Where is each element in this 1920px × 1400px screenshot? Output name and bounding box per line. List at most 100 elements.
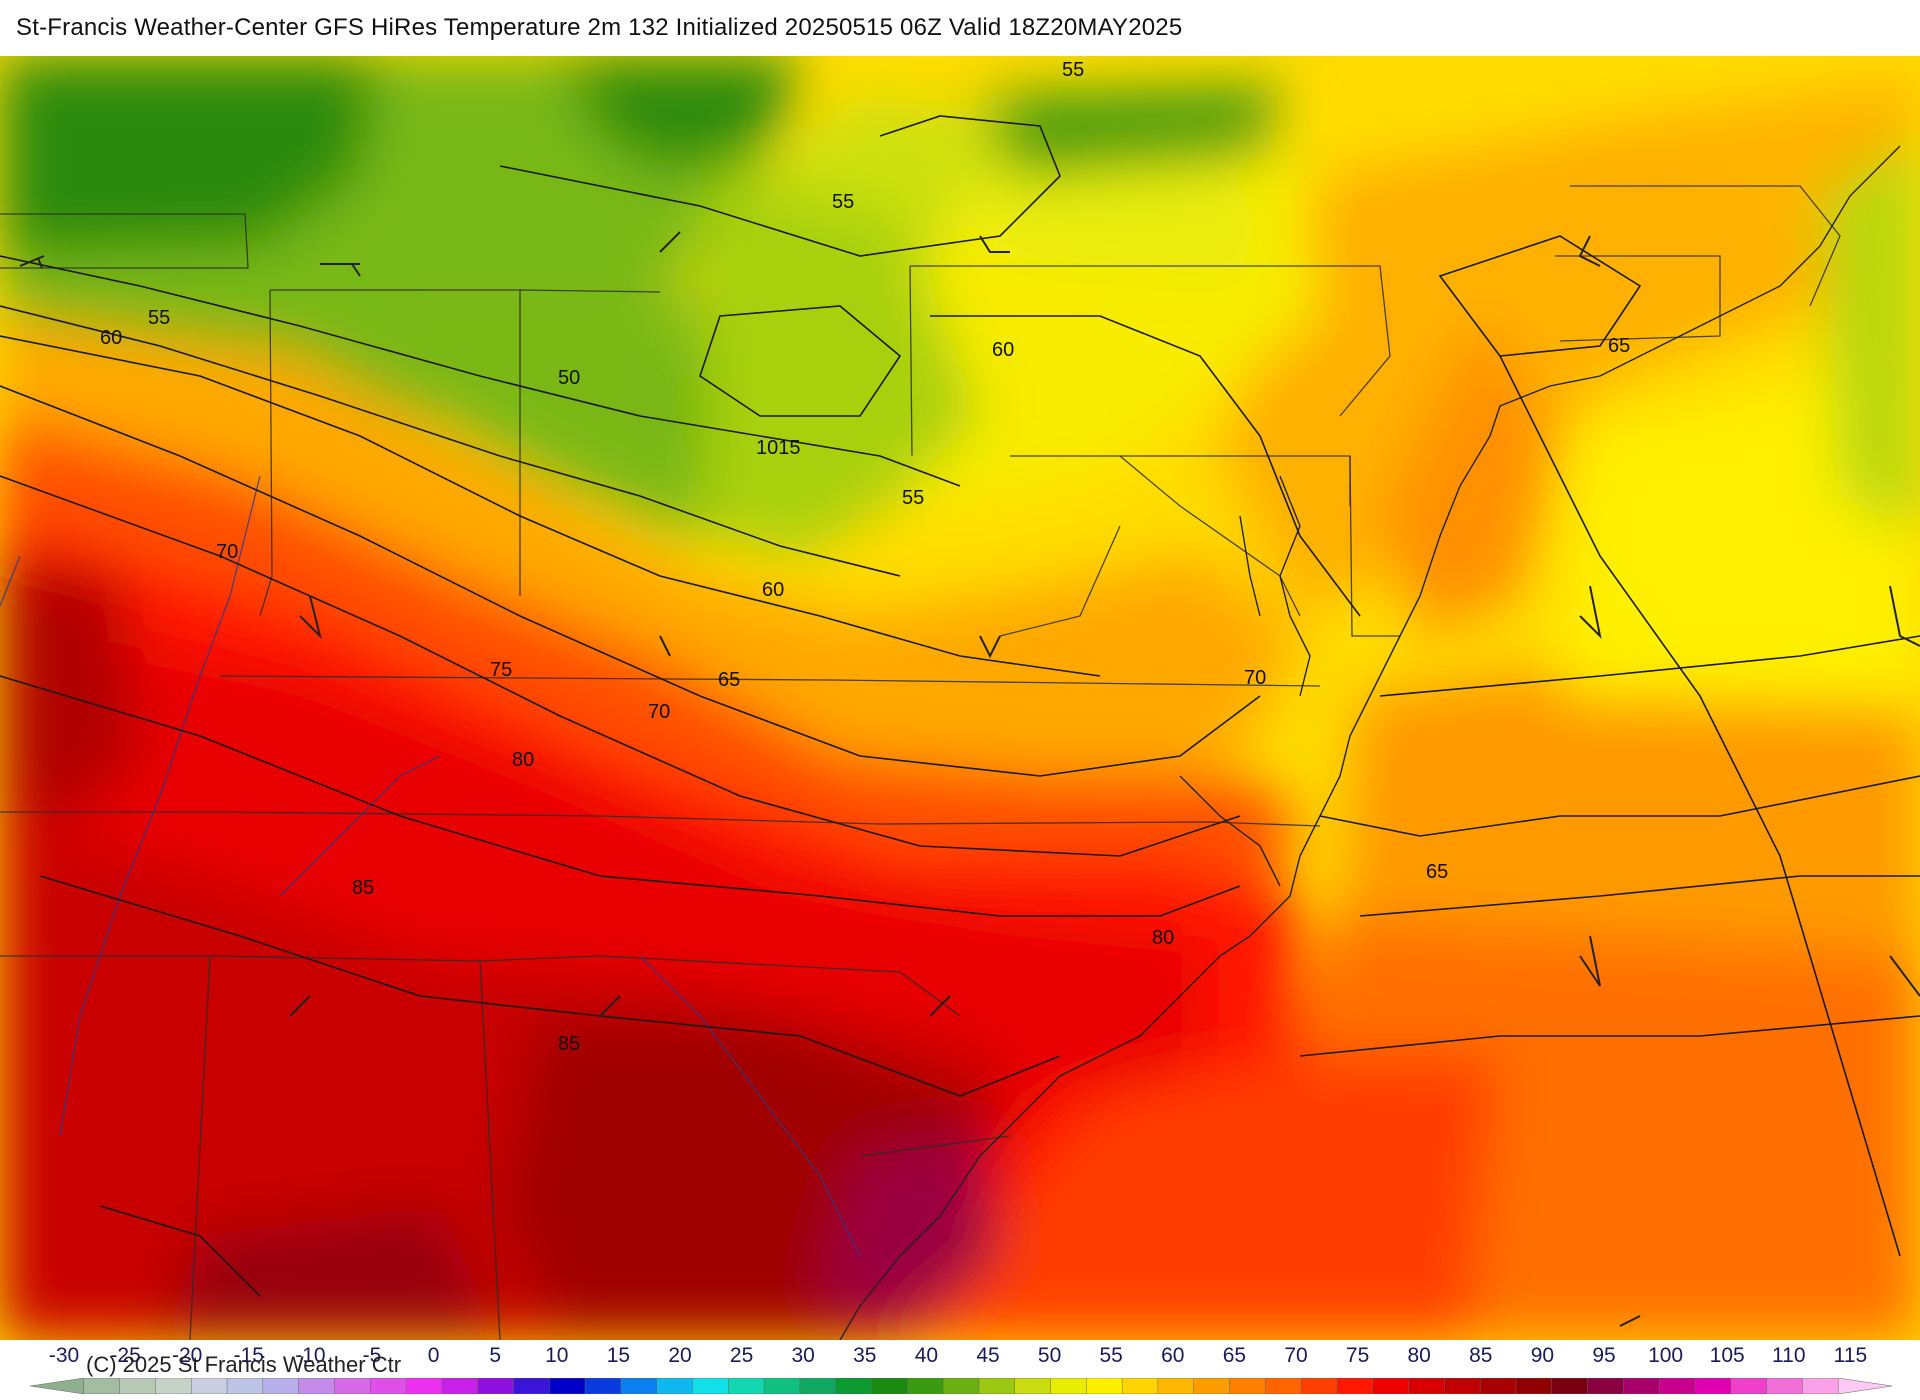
colorbar-tick-label: 110 — [1772, 1344, 1806, 1367]
colorbar: -30 -25 -20 -15 -10 -5 0 5 10 15 20 25 30 35 40 45 50 55 6… — [0, 1340, 1920, 1400]
colorbar-scale — [29, 1377, 1893, 1395]
contour-label: 50 — [558, 367, 580, 389]
colorbar-swatch — [1515, 1377, 1553, 1395]
colorbar-tick-label: 45 — [976, 1344, 1000, 1367]
colorbar-tick-label: 30 — [791, 1344, 815, 1367]
colorbar-swatch — [1730, 1377, 1768, 1395]
colorbar-swatch — [620, 1377, 658, 1395]
colorbar-swatch — [1265, 1377, 1302, 1395]
colorbar-swatch — [1766, 1377, 1804, 1395]
colorbar-swatch — [155, 1377, 192, 1395]
contour-label: 55 — [832, 191, 854, 213]
colorbar-tick-label: -30 — [48, 1344, 80, 1367]
colorbar-swatch — [1587, 1377, 1625, 1395]
colorbar-swatch — [441, 1377, 479, 1395]
contour-label: 1015 — [756, 437, 801, 459]
temperature-map: 55 55 55 55 60 60 60 50 1015 65 65 65 70… — [0, 56, 1920, 1340]
map-title: St-Francis Weather-Center GFS HiRes Temp… — [16, 14, 1183, 41]
colorbar-tick-label: 15 — [606, 1344, 631, 1367]
colorbar-tick-label: 75 — [1345, 1344, 1370, 1367]
wind-barbs — [19, 231, 1920, 1327]
colorbar-swatch — [405, 1377, 443, 1395]
colorbar-swatch — [799, 1377, 837, 1395]
colorbar-tick-label: 100 — [1648, 1344, 1684, 1367]
rivers — [0, 475, 861, 1257]
colorbar-swatch — [190, 1377, 228, 1395]
colorbar-tick-label: -10 — [295, 1344, 326, 1367]
colorbar-tick-label: 90 — [1530, 1344, 1555, 1367]
colorbar-tick-label: 55 — [1099, 1344, 1123, 1367]
contour-label: 55 — [902, 487, 924, 509]
colorbar-swatch — [584, 1377, 622, 1395]
colorbar-tick-label: -15 — [233, 1344, 264, 1367]
colorbar-tick-label: 35 — [853, 1344, 877, 1367]
contour-label: 75 — [490, 659, 512, 681]
header: St-Francis Weather-Center GFS HiRes Temp… — [0, 0, 1920, 57]
colorbar-tick-label: 50 — [1037, 1344, 1062, 1367]
contour-label: 60 — [100, 327, 122, 349]
colorbar-swatch — [1121, 1377, 1159, 1395]
colorbar-tick-label: 5 — [489, 1344, 502, 1367]
colorbar-swatch — [226, 1377, 264, 1395]
colorbar-tick-label: 25 — [729, 1344, 754, 1367]
colorbar-swatch — [1372, 1377, 1410, 1395]
colorbar-swatch — [1658, 1377, 1696, 1395]
colorbar-tick-label: 105 — [1709, 1344, 1745, 1367]
colorbar-tick-label: 70 — [1284, 1344, 1308, 1367]
contour-label: 85 — [352, 877, 374, 899]
colorbar-swatch — [83, 1377, 121, 1395]
colorbar-swatch — [1193, 1377, 1231, 1395]
colorbar-swatch — [1229, 1377, 1267, 1395]
colorbar-tick-label: 20 — [668, 1344, 692, 1367]
colorbar-swatch — [871, 1377, 909, 1395]
colorbar-swatch — [1157, 1377, 1195, 1395]
contour-label: 80 — [1152, 927, 1174, 949]
colorbar-swatch — [763, 1377, 801, 1395]
colorbar-swatch — [1444, 1377, 1481, 1395]
colorbar-swatch — [513, 1377, 551, 1395]
colorbar-swatch — [29, 1377, 85, 1395]
colorbar-swatch — [1837, 1377, 1893, 1395]
colorbar-swatch — [298, 1377, 336, 1395]
contour-label: 80 — [512, 749, 534, 771]
colorbar-swatch — [1300, 1377, 1338, 1395]
colorbar-tick-label: -25 — [110, 1344, 141, 1367]
colorbar-swatch — [549, 1377, 586, 1395]
colorbar-swatch — [262, 1377, 300, 1395]
colorbar-tick-label: 65 — [1222, 1344, 1247, 1367]
colorbar-swatch — [1086, 1377, 1123, 1395]
contour-labels: 55 55 55 55 60 60 60 50 1015 65 65 65 70… — [100, 59, 1630, 1055]
colorbar-tick-label: 60 — [1161, 1344, 1185, 1367]
colorbar-tick-label: 40 — [914, 1344, 939, 1367]
colorbar-swatch — [119, 1377, 157, 1395]
colorbar-tick-label: 0 — [427, 1344, 440, 1367]
colorbar-tick-label: 80 — [1407, 1344, 1431, 1367]
colorbar-swatch — [1336, 1377, 1374, 1395]
colorbar-swatch — [1802, 1377, 1839, 1395]
colorbar-tick-label: 10 — [545, 1344, 569, 1367]
contour-label: 65 — [1608, 335, 1630, 357]
copyright-credit: (C) 2025 St Francis Weather Ctr — [86, 1352, 402, 1377]
contour-label: 55 — [148, 307, 170, 329]
colorbar-swatch — [369, 1377, 407, 1395]
colorbar-swatch — [1408, 1377, 1446, 1395]
colorbar-swatch — [728, 1377, 765, 1395]
colorbar-tick-label: 85 — [1469, 1344, 1493, 1367]
contour-label: 65 — [1426, 861, 1448, 883]
colorbar-tick-label: -20 — [172, 1344, 203, 1367]
temperature-shading — [0, 56, 1920, 1340]
colorbar-swatch — [942, 1377, 980, 1395]
contour-label: 65 — [718, 669, 740, 691]
contour-label: 70 — [216, 541, 238, 563]
colorbar-swatch — [1623, 1377, 1660, 1395]
colorbar-swatch — [1050, 1377, 1088, 1395]
colorbar-swatch — [835, 1377, 873, 1395]
contour-label: 60 — [992, 339, 1014, 361]
colorbar-tick-label: -5 — [362, 1344, 382, 1367]
colorbar-swatch — [1479, 1377, 1517, 1395]
colorbar-swatch — [1694, 1377, 1732, 1395]
colorbar-swatch — [477, 1377, 515, 1395]
contour-label: 70 — [648, 701, 670, 723]
colorbar-swatch — [1014, 1377, 1052, 1395]
contour-label: 60 — [762, 579, 784, 601]
